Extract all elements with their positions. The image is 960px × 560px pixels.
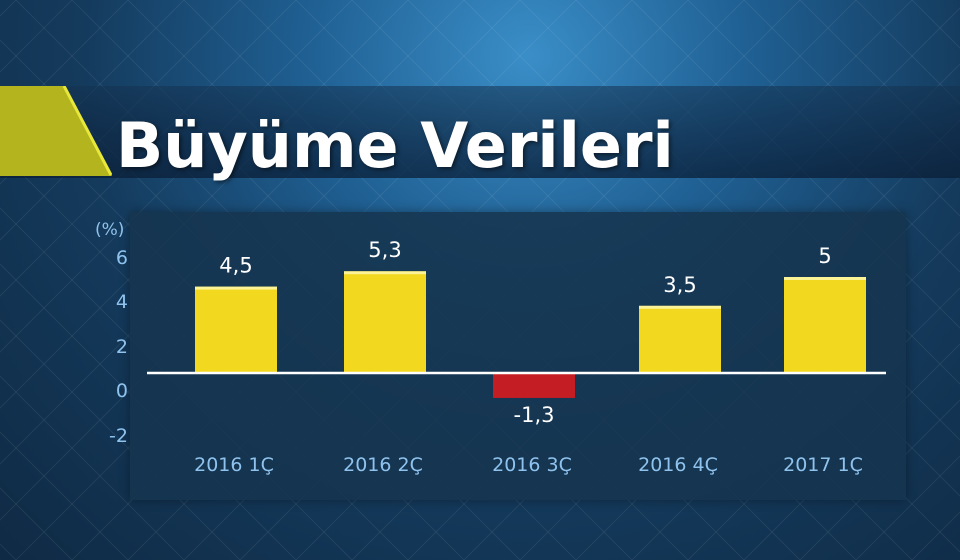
bar [639, 305, 721, 373]
x-tick-label: 2017 1Ç [783, 454, 863, 476]
y-tick-label: 2 [116, 336, 128, 358]
grid-line [0, 431, 129, 560]
y-axis-unit-label: (%) [95, 220, 124, 240]
y-tick-label: -2 [109, 425, 128, 447]
bar [493, 373, 575, 398]
bar [784, 277, 866, 373]
bar-highlight [639, 305, 721, 309]
bar [195, 286, 277, 373]
x-tick-label: 2016 4Ç [638, 454, 718, 476]
bar [344, 271, 426, 373]
bar-highlight [344, 271, 426, 275]
data-label: 4,5 [219, 254, 252, 278]
grid-line [0, 375, 185, 560]
x-tick-label: 2016 3Ç [492, 454, 572, 476]
title-band [0, 86, 960, 178]
data-label: -1,3 [514, 403, 555, 427]
bar-highlight [195, 286, 277, 290]
x-tick-label: 2016 1Ç [194, 454, 274, 476]
x-tick-label: 2016 2Ç [343, 454, 423, 476]
data-label: 5 [818, 244, 831, 268]
y-tick-label: 0 [116, 380, 128, 402]
data-label: 5,3 [368, 238, 401, 262]
grid-line [855, 455, 960, 560]
bar-highlight [784, 277, 866, 280]
title-accent-edge [62, 86, 112, 176]
page-title: Büyüme Verileri [116, 109, 674, 182]
data-label: 3,5 [663, 273, 696, 297]
y-tick-label: 4 [116, 291, 128, 313]
y-tick-label: 6 [116, 247, 128, 269]
